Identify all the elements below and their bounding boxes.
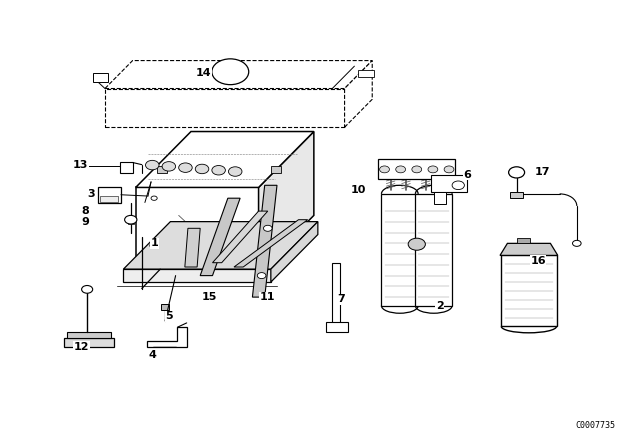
Bar	[271, 166, 281, 173]
Bar	[97, 187, 121, 203]
Circle shape	[412, 166, 422, 173]
Bar	[120, 163, 132, 173]
Text: 15: 15	[202, 292, 217, 302]
Bar	[67, 332, 111, 338]
Bar	[434, 192, 446, 204]
Bar	[100, 197, 118, 202]
Polygon shape	[501, 255, 557, 326]
Bar	[358, 69, 374, 78]
Polygon shape	[344, 60, 372, 127]
Polygon shape	[105, 60, 372, 89]
Circle shape	[212, 165, 225, 175]
Bar	[93, 73, 108, 82]
Circle shape	[264, 225, 272, 231]
Bar	[64, 338, 114, 347]
Circle shape	[150, 242, 159, 249]
Text: 5: 5	[166, 311, 173, 322]
Text: 10: 10	[351, 185, 366, 194]
Polygon shape	[105, 89, 344, 127]
Polygon shape	[271, 222, 318, 282]
Polygon shape	[212, 211, 268, 263]
Polygon shape	[259, 132, 314, 271]
Circle shape	[257, 272, 266, 279]
Circle shape	[82, 285, 93, 293]
Text: 11: 11	[260, 292, 276, 302]
Polygon shape	[124, 222, 318, 269]
Ellipse shape	[154, 249, 179, 256]
Bar	[157, 166, 167, 173]
Polygon shape	[136, 187, 259, 271]
Bar	[516, 238, 530, 243]
Circle shape	[573, 240, 581, 246]
Text: 14: 14	[195, 69, 211, 78]
Bar	[128, 220, 134, 224]
Text: 17: 17	[534, 168, 550, 177]
Circle shape	[162, 162, 175, 171]
Bar	[332, 263, 340, 323]
Polygon shape	[415, 194, 452, 306]
Circle shape	[444, 166, 454, 173]
Bar	[161, 305, 170, 310]
Circle shape	[509, 167, 525, 178]
Circle shape	[145, 160, 159, 170]
Circle shape	[408, 238, 426, 250]
Text: 7: 7	[338, 294, 346, 304]
Text: 6: 6	[463, 169, 472, 180]
Polygon shape	[381, 194, 418, 306]
Polygon shape	[147, 327, 187, 347]
Bar	[378, 159, 455, 179]
Circle shape	[179, 163, 192, 172]
Circle shape	[125, 215, 137, 224]
Bar	[431, 176, 467, 192]
Polygon shape	[185, 228, 200, 267]
Text: 4: 4	[149, 350, 157, 360]
Circle shape	[228, 167, 242, 176]
Polygon shape	[252, 185, 277, 297]
Circle shape	[195, 164, 209, 174]
Circle shape	[396, 166, 406, 173]
Circle shape	[212, 59, 249, 85]
Text: 1: 1	[150, 238, 158, 248]
Polygon shape	[124, 269, 271, 282]
Text: 2: 2	[436, 301, 444, 311]
Text: 16: 16	[531, 255, 546, 266]
Polygon shape	[200, 198, 240, 276]
Text: C0007735: C0007735	[575, 421, 615, 430]
Bar	[326, 322, 348, 332]
Circle shape	[452, 181, 465, 190]
Polygon shape	[136, 132, 314, 187]
Text: 9: 9	[81, 217, 89, 227]
Text: 3: 3	[88, 189, 95, 199]
Text: 8: 8	[81, 206, 89, 216]
Circle shape	[380, 166, 389, 173]
Polygon shape	[234, 220, 308, 267]
Ellipse shape	[197, 238, 221, 245]
Circle shape	[151, 196, 157, 200]
Text: 13: 13	[73, 159, 88, 170]
Text: 12: 12	[74, 341, 90, 352]
Bar	[511, 192, 523, 198]
Circle shape	[428, 166, 438, 173]
Polygon shape	[500, 243, 558, 255]
